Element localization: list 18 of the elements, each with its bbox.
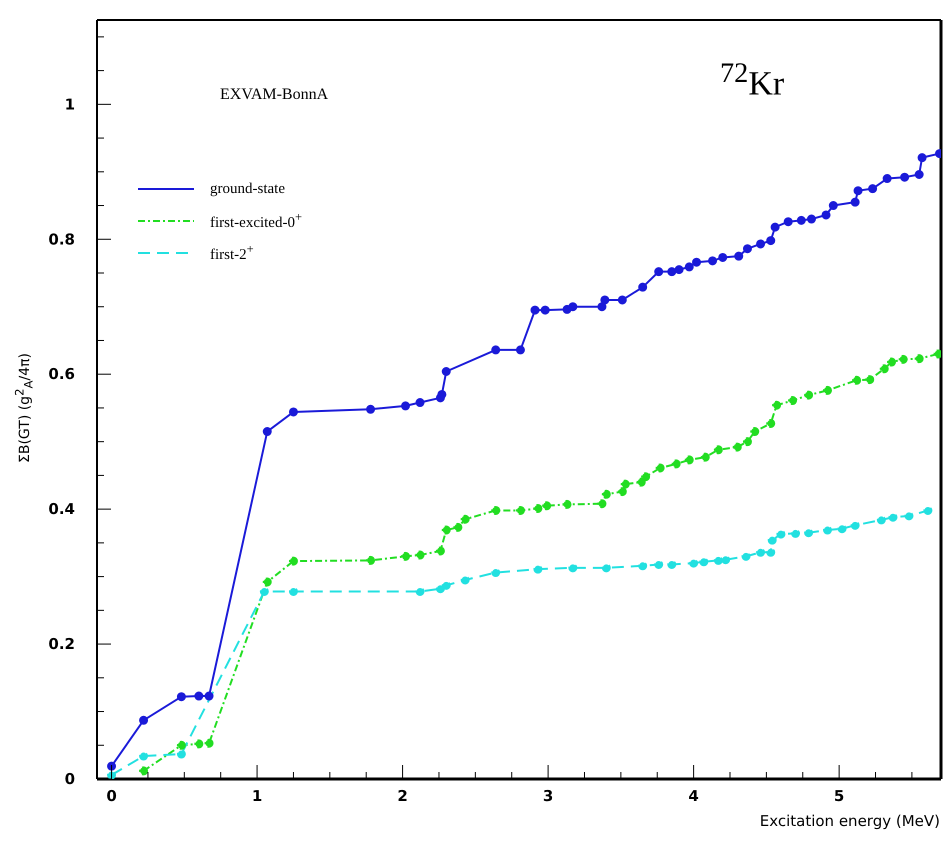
x-axis-title: Excitation energy (MeV) xyxy=(760,812,940,830)
legend-label: ground-state xyxy=(210,180,285,198)
annotation: EXVAM-BonnA xyxy=(220,86,328,104)
y-tick-label: 0 xyxy=(64,770,75,788)
annotation: $^{72}$Kr xyxy=(720,58,784,104)
x-tick-label: 1 xyxy=(252,787,262,805)
x-tick-label: 2 xyxy=(397,787,408,805)
x-tick-label: 3 xyxy=(542,787,554,805)
y-tick-label: 0.2 xyxy=(48,635,75,654)
legend-label: first-excited-0$^{+}$ xyxy=(210,210,302,232)
y-tick-label: 0.6 xyxy=(48,365,75,384)
y-tick-label: 0.8 xyxy=(48,230,75,248)
y-tick-label: 0.4 xyxy=(48,500,75,518)
x-tick-label: 4 xyxy=(688,787,699,805)
legend-label: first-2$^{+}$ xyxy=(210,242,254,264)
y-tick-label: 1 xyxy=(64,95,75,114)
x-tick-label: 5 xyxy=(834,787,844,805)
x-tick-label: 0 xyxy=(106,787,117,805)
